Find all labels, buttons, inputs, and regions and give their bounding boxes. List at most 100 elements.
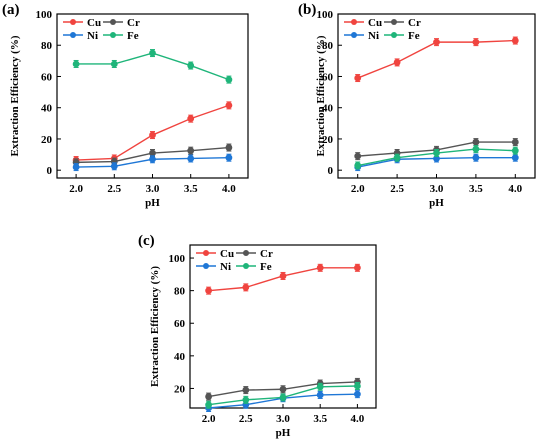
y-tick-label: 80	[322, 40, 334, 52]
x-axis-label: pH	[429, 197, 444, 209]
legend-marker	[351, 19, 357, 25]
legend-marker	[203, 263, 209, 269]
data-point	[511, 147, 519, 155]
data-point	[316, 391, 324, 399]
data-point	[353, 390, 361, 398]
data-point	[393, 154, 401, 162]
data-point	[472, 138, 480, 146]
y-tick-label: 20	[41, 134, 53, 146]
x-tick-label: 4.0	[222, 183, 236, 195]
data-point	[433, 149, 440, 157]
legend-marker	[243, 263, 249, 269]
legend-marker	[110, 19, 116, 25]
data-point	[316, 383, 324, 391]
y-tick-label: 40	[41, 103, 53, 115]
data-point	[242, 283, 250, 291]
legend-label: Fe	[260, 261, 272, 273]
series-fe	[72, 49, 233, 84]
y-axis-label: Extraction Efficiency (%)	[315, 35, 327, 156]
y-tick-label: 20	[322, 134, 334, 146]
data-point	[187, 147, 195, 155]
data-point	[354, 162, 362, 169]
x-tick-label: 4.0	[351, 413, 365, 425]
y-tick-label: 0	[47, 165, 53, 177]
data-point	[433, 38, 440, 46]
data-point	[279, 385, 287, 393]
data-point	[149, 149, 156, 157]
data-point	[511, 138, 519, 146]
data-point	[316, 264, 324, 272]
legend-label: Cu	[87, 17, 101, 29]
data-point	[353, 382, 361, 390]
plot-frame	[189, 244, 377, 409]
legend-label: Cu	[368, 17, 382, 29]
data-point	[72, 60, 80, 68]
x-tick-label: 3.0	[430, 183, 444, 195]
y-tick-label: 0	[328, 165, 334, 177]
x-tick-label: 2.0	[351, 183, 365, 195]
y-tick-label: 40	[174, 351, 186, 363]
y-tick-label: 80	[41, 40, 53, 52]
data-point	[242, 396, 250, 404]
legend-marker	[203, 250, 209, 256]
legend-label: Fe	[408, 30, 420, 42]
series-cu	[205, 263, 361, 295]
legend-label: Cr	[408, 17, 421, 29]
x-axis-label: pH	[145, 197, 160, 209]
legend-label: Cu	[220, 248, 234, 260]
x-tick-label: 3.0	[276, 413, 290, 425]
legend-marker	[110, 32, 116, 38]
y-tick-label: 100	[317, 9, 334, 21]
data-point	[205, 401, 213, 409]
x-tick-label: 3.5	[469, 183, 483, 195]
x-tick-label: 2.0	[69, 183, 83, 195]
legend-marker	[391, 19, 397, 25]
x-axis-label: pH	[276, 427, 291, 439]
chart-panel-2: 2.0 2.5 3.0 3.5 4.0 0 20 40 60 80 100 pH Extraction …	[298, 2, 536, 209]
legend-label: Ni	[220, 261, 231, 273]
legend-marker	[70, 32, 76, 38]
panel-label: (b)	[298, 2, 316, 18]
data-point	[279, 394, 287, 401]
data-point	[225, 76, 233, 83]
x-tick-label: 2.5	[390, 183, 404, 195]
series-line	[357, 39, 516, 79]
data-point	[279, 272, 287, 280]
legend-label: Cr	[127, 17, 140, 29]
data-point	[149, 49, 156, 57]
legend: Cu Cr Ni Fe	[63, 17, 140, 42]
data-point	[205, 393, 213, 400]
data-point	[149, 155, 156, 163]
y-tick-label: 20	[174, 383, 186, 395]
data-point	[472, 154, 480, 162]
x-tick-label: 2.0	[202, 413, 216, 425]
data-point	[149, 131, 156, 139]
legend-label: Cr	[260, 248, 273, 260]
data-point	[205, 287, 213, 295]
data-point	[472, 38, 480, 46]
x-tick-label: 3.5	[184, 183, 198, 195]
panel-label: (a)	[2, 2, 20, 18]
data-point	[110, 162, 118, 170]
y-axis-label: Extraction Efficiency (%)	[149, 266, 161, 387]
panel-label: (c)	[138, 233, 155, 249]
x-tick-label: 3.5	[313, 413, 327, 425]
data-point	[354, 152, 362, 160]
data-point	[511, 154, 519, 162]
data-point	[242, 386, 250, 394]
data-point	[225, 144, 233, 151]
data-point	[354, 74, 362, 82]
series-cu	[354, 36, 519, 83]
data-point	[187, 115, 195, 123]
legend-marker	[243, 250, 249, 256]
legend: Cu Cr Ni Fe	[196, 248, 273, 273]
data-point	[72, 163, 80, 171]
legend-label: Ni	[87, 30, 98, 42]
x-tick-label: 2.5	[239, 413, 253, 425]
data-point	[225, 154, 233, 162]
legend-marker	[70, 19, 76, 25]
y-tick-label: 80	[174, 286, 186, 298]
chart-panel-3: 2.0 2.5 3.0 3.5 4.0 20 40 60 80 100 pH Extraction E…	[138, 233, 377, 439]
series-fe	[354, 145, 519, 170]
